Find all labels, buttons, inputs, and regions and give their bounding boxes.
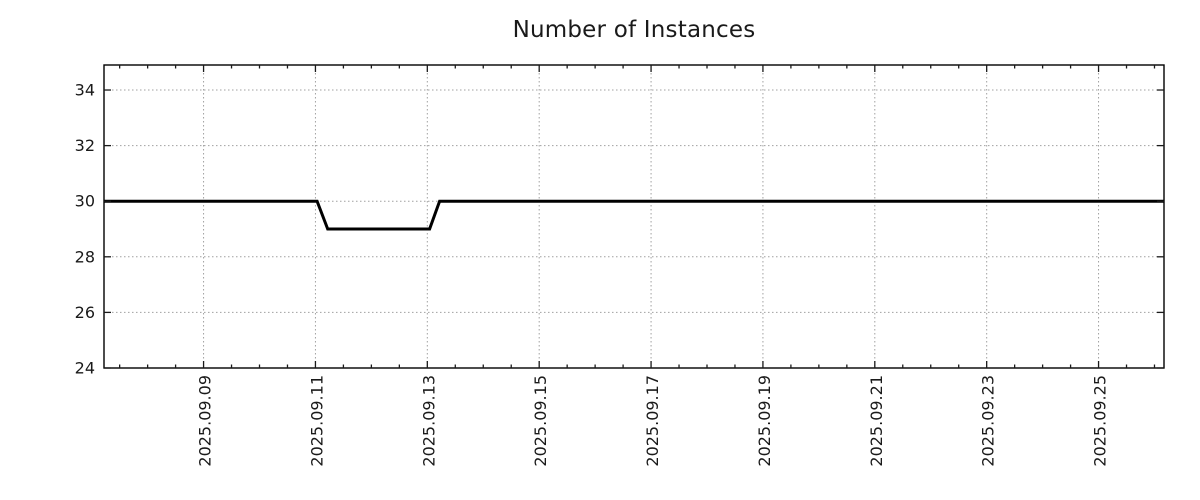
x-tick-label: 2025.09.25 — [1091, 375, 1110, 467]
grid-lines — [104, 65, 1164, 369]
x-tick-labels: 2025.09.09 2025.09.11 2025.09.13 2025.09.15… — [196, 375, 1110, 467]
plot-frame — [103, 64, 1165, 369]
series-lines — [104, 199, 1164, 231]
series-line-instances — [104, 199, 1164, 231]
y-tick-label: 34 — [75, 81, 95, 100]
y-tick-labels: 24 26 28 30 32 34 — [75, 81, 95, 378]
x-tick-label: 2025.09.15 — [531, 375, 550, 467]
x-tick-label: 2025.09.21 — [867, 375, 886, 467]
x-tick-label: 2025.09.09 — [196, 375, 215, 467]
x-tick-label: 2025.09.11 — [307, 375, 326, 467]
axis-ticks — [104, 65, 1164, 369]
x-tick-label: 2025.09.19 — [755, 375, 774, 467]
y-tick-label: 30 — [75, 192, 95, 211]
x-tick-label: 2025.09.13 — [419, 375, 438, 467]
x-tick-label: 2025.09.23 — [979, 375, 998, 467]
x-tick-label: 2025.09.17 — [643, 375, 662, 467]
chart-title: Number of Instances — [512, 17, 756, 43]
y-tick-label: 24 — [75, 359, 95, 378]
y-tick-label: 28 — [75, 247, 95, 266]
y-tick-label: 32 — [75, 136, 95, 155]
y-tick-label: 26 — [75, 303, 95, 322]
